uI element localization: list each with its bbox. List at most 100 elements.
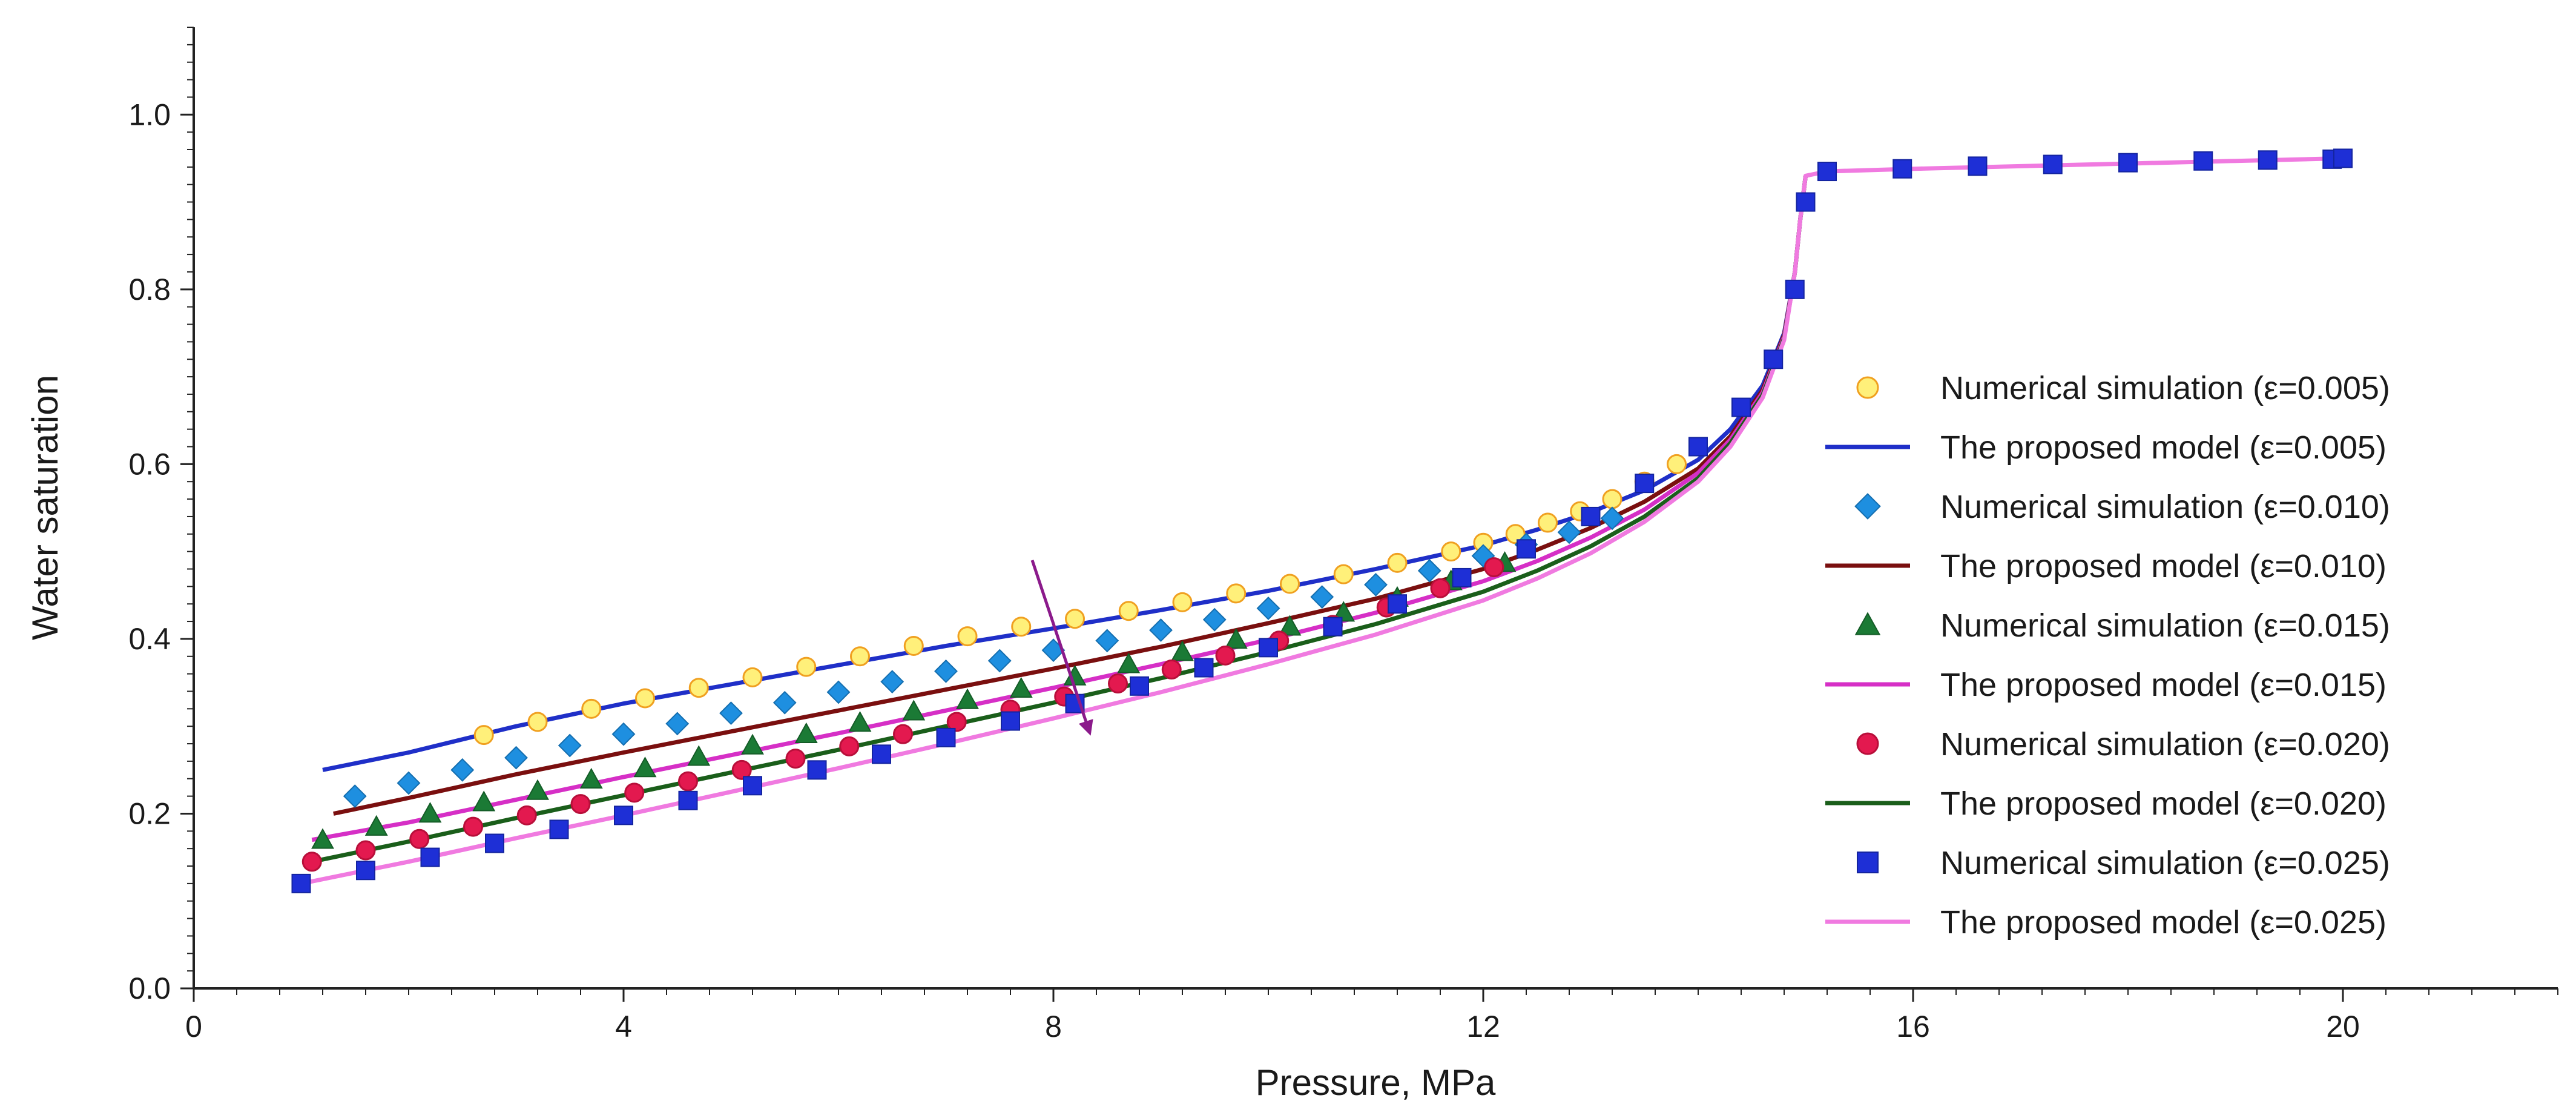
data-point xyxy=(872,744,891,764)
data-point xyxy=(1172,592,1193,612)
series-line-group xyxy=(300,156,2344,886)
data-point xyxy=(1332,601,1356,622)
data-point xyxy=(364,815,388,836)
legend-label: Numerical simulation (ε=0.010) xyxy=(1940,489,2390,525)
x-tick-label: 20 xyxy=(2326,1010,2360,1044)
legend-label: The proposed model (ε=0.005) xyxy=(1940,429,2387,466)
legend-label: Numerical simulation (ε=0.005) xyxy=(1940,370,2390,406)
data-point xyxy=(1280,574,1300,594)
data-point xyxy=(1600,506,1624,531)
legend-label: The proposed model (ε=0.025) xyxy=(1940,904,2387,941)
data-point xyxy=(2118,153,2138,173)
data-point xyxy=(1095,629,1119,653)
data-point xyxy=(558,733,582,758)
data-point xyxy=(1505,524,1526,544)
data-point xyxy=(1417,558,1441,583)
legend-label: The proposed model (ε=0.015) xyxy=(1940,667,2387,703)
x-tick-label: 4 xyxy=(615,1010,632,1044)
legend-marker-swatch xyxy=(1854,612,1881,635)
data-point xyxy=(1602,489,1622,509)
legend: Numerical simulation (ε=0.005) The propos… xyxy=(1825,370,2390,941)
data-point xyxy=(1224,628,1248,649)
legend-item: The proposed model (ε=0.010) xyxy=(1825,548,2387,584)
data-point xyxy=(826,680,851,704)
data-point xyxy=(719,701,743,725)
legend-label: Numerical simulation (ε=0.015) xyxy=(1940,607,2390,644)
data-point xyxy=(1310,585,1334,609)
y-tick-label: 0.4 xyxy=(128,622,171,656)
data-point xyxy=(987,649,1012,673)
data-point xyxy=(1011,617,1032,637)
data-point xyxy=(418,802,442,823)
legend-item: Numerical simulation (ε=0.010) xyxy=(1854,489,2390,525)
data-point xyxy=(848,711,872,732)
data-point xyxy=(549,819,569,839)
data-point xyxy=(1259,638,1278,658)
data-point xyxy=(956,688,979,709)
data-point xyxy=(397,771,421,795)
data-point xyxy=(2043,154,2063,174)
data-point xyxy=(902,700,926,721)
data-point xyxy=(903,635,924,656)
series-markers-group xyxy=(301,557,1504,872)
data-point xyxy=(850,646,870,667)
data-point xyxy=(1278,615,1302,636)
data-point xyxy=(301,852,322,872)
data-point xyxy=(473,725,494,746)
data-point xyxy=(1796,192,1816,212)
data-point xyxy=(742,667,763,687)
y-tick-label: 0.2 xyxy=(128,796,171,830)
data-point xyxy=(1538,512,1558,533)
data-point xyxy=(1764,349,1784,369)
x-axis-label: Pressure, MPa xyxy=(1256,1062,1496,1103)
x-tick-label: 16 xyxy=(1896,1010,1930,1044)
data-point xyxy=(356,861,375,881)
data-point xyxy=(579,767,603,789)
x-tick-label: 8 xyxy=(1045,1010,1062,1044)
data-point xyxy=(291,873,311,893)
data-point xyxy=(485,833,504,853)
data-point xyxy=(1557,520,1581,544)
data-point xyxy=(741,733,764,755)
data-point xyxy=(665,712,690,736)
data-point xyxy=(1388,594,1407,614)
axis-labels: Pressure, MPa Water saturation xyxy=(25,375,1496,1103)
data-point xyxy=(687,745,711,766)
data-point xyxy=(1667,454,1687,474)
y-axis-label: Water saturation xyxy=(25,375,65,640)
data-point xyxy=(1118,601,1139,621)
data-point xyxy=(807,760,827,780)
data-point xyxy=(2333,148,2353,168)
legend-item: Numerical simulation (ε=0.005) xyxy=(1856,370,2390,406)
data-point xyxy=(355,840,376,861)
data-point xyxy=(1009,676,1033,698)
data-point xyxy=(1226,583,1247,604)
data-point xyxy=(2258,150,2278,170)
data-point xyxy=(1256,596,1280,620)
y-tick-label: 1.0 xyxy=(128,98,171,131)
data-point xyxy=(1130,676,1149,696)
legend-item: Numerical simulation (ε=0.015) xyxy=(1854,607,2390,644)
data-point xyxy=(957,626,978,647)
data-point xyxy=(1484,557,1504,578)
series-line xyxy=(322,175,1808,772)
data-point xyxy=(516,805,537,825)
series-markers-group xyxy=(291,148,2353,893)
data-point xyxy=(936,727,956,747)
data-point xyxy=(472,790,496,812)
legend-item: The proposed model (ε=0.020) xyxy=(1825,786,2387,822)
legend-label: Numerical simulation (ε=0.020) xyxy=(1940,726,2390,762)
data-point xyxy=(893,724,913,744)
data-point xyxy=(934,659,958,683)
series-markers-group xyxy=(343,506,1624,809)
data-point xyxy=(450,758,475,782)
data-point xyxy=(1581,506,1601,526)
data-point xyxy=(1517,539,1536,559)
data-point xyxy=(785,749,806,769)
data-point xyxy=(772,690,797,715)
data-point xyxy=(420,847,440,867)
plot-area xyxy=(193,27,2558,990)
data-point xyxy=(614,805,633,825)
data-point xyxy=(946,712,967,732)
legend-item: The proposed model (ε=0.025) xyxy=(1825,904,2387,941)
